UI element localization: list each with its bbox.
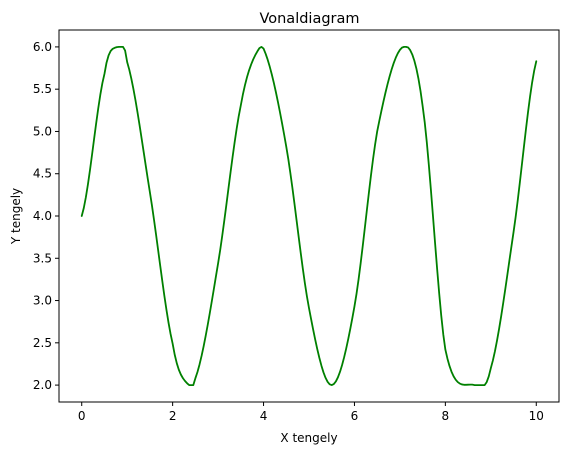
y-tick-label: 5.0 — [33, 124, 52, 138]
x-tick-label: 6 — [351, 409, 359, 423]
x-axis-ticks: 0 2 4 6 8 10 — [78, 402, 544, 423]
y-tick-label: 3.5 — [33, 251, 52, 265]
series-line — [80, 46, 538, 386]
x-tick-label: 10 — [529, 409, 544, 423]
y-tick-label: 5.5 — [33, 82, 52, 96]
y-tick-label: 4.5 — [33, 167, 52, 181]
plot-frame — [58, 29, 560, 403]
y-tick-label: 4.0 — [33, 209, 52, 223]
y-tick-label: 3.0 — [33, 294, 52, 308]
x-tick-label: 4 — [260, 409, 268, 423]
y-tick-label: 2.5 — [33, 336, 52, 350]
y-axis-label: Y tengely — [9, 188, 23, 245]
x-axis-label: X tengely — [280, 431, 337, 445]
x-tick-label: 2 — [169, 409, 177, 423]
x-tick-label: 0 — [78, 409, 86, 423]
x-tick-label: 8 — [442, 409, 450, 423]
y-axis-ticks: 2.0 2.5 3.0 3.5 4.0 4.5 5.0 5.5 6.0 — [33, 40, 59, 392]
y-tick-label: 2.0 — [33, 378, 52, 392]
y-tick-label: 6.0 — [33, 40, 52, 54]
plot-area — [80, 46, 538, 386]
chart-title: Vonaldiagram — [259, 11, 359, 27]
